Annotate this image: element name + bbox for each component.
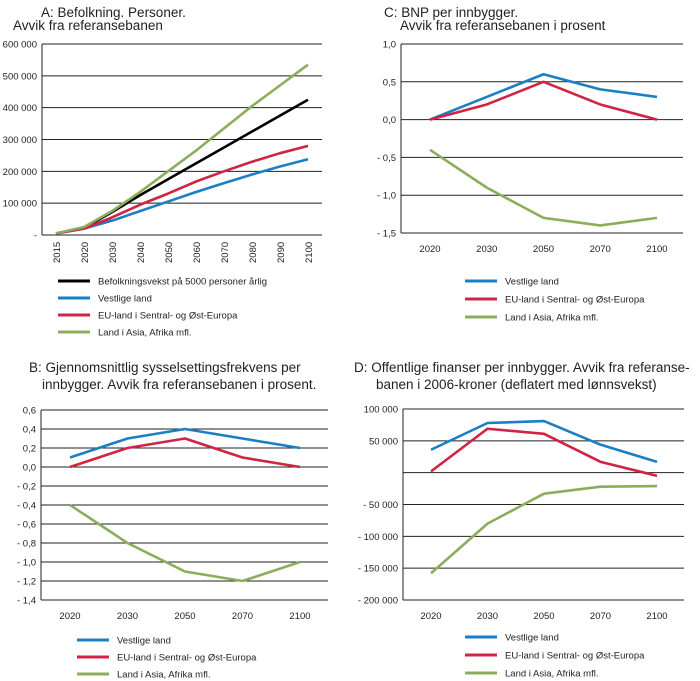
legend-label: Befolkningsvekst på 5000 personer årlig [98, 277, 267, 288]
y-tick-label: 100 000 [3, 199, 37, 210]
x-tick-label: 2020 [419, 244, 440, 255]
y-tick-label: 600 000 [3, 40, 37, 51]
x-tick-label: 2030 [477, 611, 498, 622]
x-tick-label: 2020 [80, 242, 91, 263]
y-tick-label: 0,2 [23, 444, 36, 455]
x-tick-label: 2070 [590, 244, 611, 255]
x-tick-label: 2100 [289, 611, 310, 622]
legend-label: EU-land i Sentral- og Øst-Europa [505, 295, 645, 306]
y-tick-label: - 50 000 [363, 500, 398, 511]
x-tick-label: 2060 [192, 242, 203, 263]
chart-title: Avvik fra referansebanen [13, 18, 163, 33]
series-line-2 [429, 148, 658, 227]
series-line-2 [55, 144, 309, 235]
x-tick-label: 2050 [533, 244, 554, 255]
legend-label: Vestlige land [98, 294, 152, 305]
x-tick-label: 2070 [220, 242, 231, 263]
y-tick-label: - [34, 231, 37, 242]
y-tick-label: 0,6 [23, 406, 36, 417]
y-tick-label: - 0,4 [17, 501, 36, 512]
y-tick-label: 0,4 [23, 425, 36, 436]
y-tick-label: - 200 000 [358, 596, 398, 607]
chart-title: banen i 2006-kroner (deflatert med lønns… [376, 377, 657, 392]
legend-label: Land i Asia, Afrika mfl. [505, 669, 598, 680]
x-tick-label: 2040 [136, 242, 147, 263]
y-tick-label: - 1,2 [17, 577, 36, 588]
y-tick-label: - 1,0 [377, 191, 396, 202]
series-line-3 [55, 63, 309, 235]
x-tick-label: 2030 [476, 244, 497, 255]
y-tick-label: 1,0 [383, 40, 396, 51]
legend-label: Land i Asia, Afrika mfl. [98, 328, 191, 339]
series-line-0 [55, 98, 309, 235]
x-tick-label: 2015 [52, 242, 63, 263]
x-tick-label: 2090 [276, 242, 287, 263]
series-line-0 [430, 419, 658, 464]
y-tick-label: 0,0 [383, 115, 396, 126]
y-tick-label: - 1,0 [17, 558, 36, 569]
x-tick-label: 2050 [533, 611, 554, 622]
y-tick-label: 500 000 [3, 71, 37, 82]
legend-label: Vestlige land [505, 633, 559, 644]
x-tick-label: 2100 [304, 242, 315, 263]
y-tick-label: 0,0 [23, 463, 36, 474]
x-tick-label: 2100 [646, 611, 667, 622]
y-tick-label: - 0,8 [17, 539, 36, 550]
legend-label: Land i Asia, Afrika mfl. [117, 670, 210, 681]
series-line-2 [430, 484, 658, 575]
y-tick-label: - 0,6 [17, 520, 36, 531]
x-tick-label: 2070 [232, 611, 253, 622]
chart-title: innbygger. Avvik fra referansebanen i pr… [42, 377, 316, 392]
y-tick-label: 200 000 [3, 167, 37, 178]
chart-title: Avvik fra referansebanen i prosent [400, 18, 606, 33]
y-tick-label: 50 000 [369, 436, 398, 447]
x-tick-label: 2030 [117, 611, 138, 622]
y-tick-label: 100 000 [364, 405, 398, 416]
chart-title: A: Befolkning. Personer. [41, 5, 186, 20]
legend-label: EU-land i Sentral- og Øst-Europa [117, 653, 257, 664]
legend-label: Vestlige land [505, 277, 559, 288]
y-tick-label: 300 000 [3, 135, 37, 146]
x-tick-label: 2080 [248, 242, 259, 263]
chart-title: B: Gjennomsnittlig sysselsettingsfrekven… [29, 360, 301, 375]
y-tick-label: - 100 000 [358, 532, 398, 543]
y-tick-label: - 1,5 [377, 229, 396, 240]
x-tick-label: 2020 [59, 611, 80, 622]
x-tick-label: 2070 [590, 611, 611, 622]
series-line-1 [55, 157, 309, 235]
series-line-1 [429, 80, 658, 121]
x-tick-label: 2050 [164, 242, 175, 263]
x-tick-label: 2100 [646, 244, 667, 255]
legend-label: Land i Asia, Afrika mfl. [505, 313, 598, 324]
series-line-0 [69, 427, 301, 459]
x-tick-label: 2020 [420, 611, 441, 622]
y-tick-label: 400 000 [3, 103, 37, 114]
x-tick-label: 2050 [174, 611, 195, 622]
y-tick-label: - 150 000 [358, 564, 398, 575]
legend-label: EU-land i Sentral- og Øst-Europa [98, 311, 238, 322]
chart-title: D: Offentlige finanser per innbygger. Av… [354, 360, 690, 375]
y-tick-label: - 1,4 [17, 596, 36, 607]
y-tick-label: 0,5 [383, 77, 396, 88]
legend-label: EU-land i Sentral- og Øst-Europa [505, 651, 645, 662]
y-tick-label: - 0,2 [17, 482, 36, 493]
legend-label: Vestlige land [117, 636, 171, 647]
x-tick-label: 2030 [108, 242, 119, 263]
y-tick-label: - 0,5 [377, 153, 396, 164]
chart-title: C: BNP per innbygger. [384, 5, 518, 20]
